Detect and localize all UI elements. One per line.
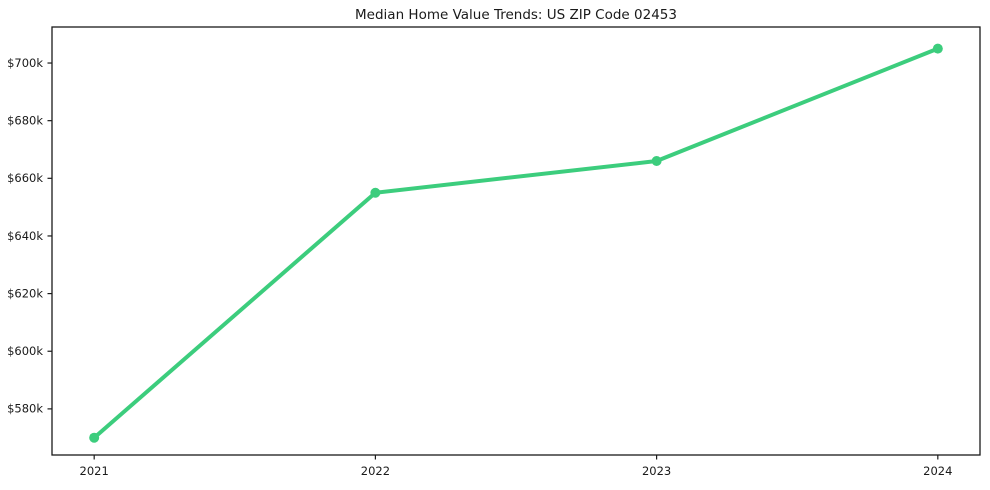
y-tick-label: $660k <box>7 171 43 185</box>
x-tick-label: 2023 <box>642 464 671 478</box>
series-line <box>92 46 940 440</box>
x-tick-label: 2022 <box>361 464 390 478</box>
data-point-marker <box>651 156 662 167</box>
y-tick-label: $600k <box>7 344 43 358</box>
data-point-marker <box>932 43 943 54</box>
data-point-marker <box>370 187 381 198</box>
y-tick-label: $580k <box>7 402 43 416</box>
y-tick-label: $700k <box>7 56 43 70</box>
data-point-marker <box>89 432 100 443</box>
chart-title: Median Home Value Trends: US ZIP Code 02… <box>355 7 677 23</box>
x-tick-label: 2021 <box>80 464 109 478</box>
axes-border <box>51 26 981 456</box>
x-tick-label: 2024 <box>923 464 952 478</box>
y-tick-label: $640k <box>7 229 43 243</box>
y-tick-label: $680k <box>7 113 43 127</box>
y-tick-label: $620k <box>7 286 43 300</box>
